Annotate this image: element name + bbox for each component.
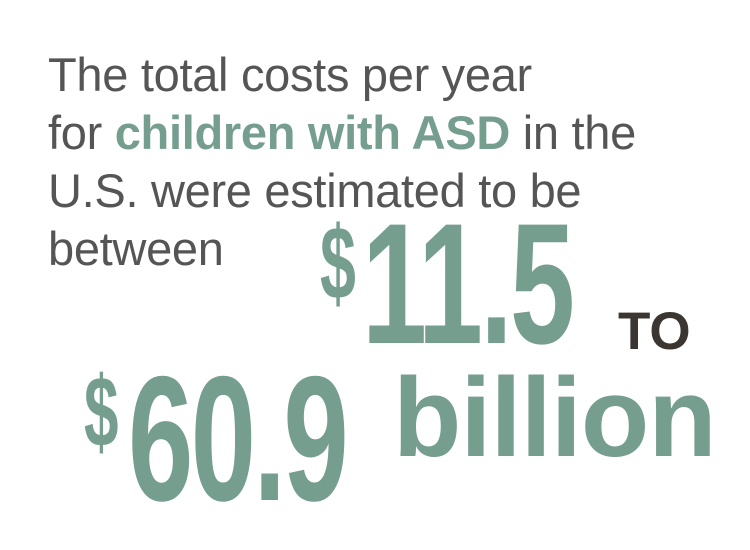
unit-label: billion: [393, 355, 717, 480]
low-value: 11.5: [362, 188, 575, 380]
intro-line-2-pre: for: [48, 106, 115, 159]
range-connector: TO: [618, 302, 691, 361]
intro-line-1: The total costs per year: [48, 48, 532, 101]
high-value: 60.9: [128, 339, 349, 538]
intro-text: The total costs per year for children wi…: [48, 46, 636, 278]
intro-line-3: U.S. were estimated to be: [48, 164, 582, 217]
low-currency-symbol: $: [320, 206, 356, 322]
high-currency-symbol: $: [84, 356, 119, 468]
intro-line-2: for children with ASD in the: [48, 104, 636, 162]
highlight-children-with-asd: children with ASD: [114, 106, 511, 159]
intro-line-2-post: in the: [510, 106, 636, 159]
intro-line-4: between: [48, 222, 224, 275]
